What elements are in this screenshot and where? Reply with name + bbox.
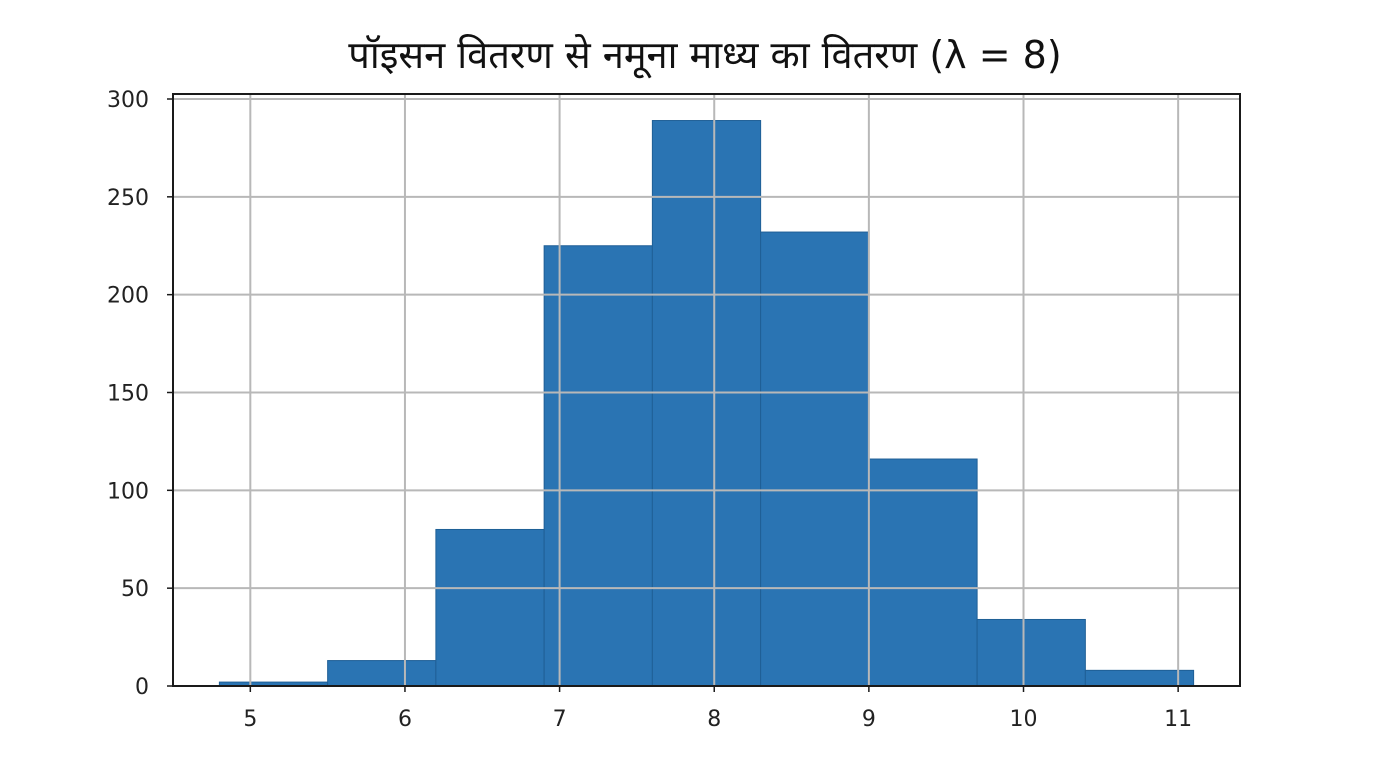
y-tick-label: 50: [121, 577, 149, 602]
histogram-bar-1: [327, 660, 437, 687]
histogram-bars: [218, 120, 1195, 687]
histogram-bar-4: [651, 120, 762, 687]
x-tick-label: 11: [1164, 707, 1192, 732]
histogram-bar-5: [760, 231, 870, 687]
y-tick-label: 250: [107, 186, 149, 211]
x-axis-ticks: 5 6 7 8 9 10 11: [243, 686, 1192, 732]
y-axis-ticks: 0 50 100 150 200 250 300: [107, 88, 173, 700]
x-tick-label: 8: [707, 707, 721, 732]
histogram-bar-6: [868, 458, 978, 687]
x-tick-label: 5: [243, 707, 257, 732]
x-tick-label: 10: [1010, 707, 1038, 732]
x-tick-label: 6: [398, 707, 412, 732]
histogram-bar-7: [976, 618, 1086, 687]
y-tick-label: 200: [107, 284, 149, 309]
plot-frame: [172, 93, 1241, 687]
y-tick-label: 0: [135, 675, 149, 700]
plot-axes: [172, 93, 1241, 687]
histogram-bar-2: [435, 528, 545, 687]
y-tick-label: 300: [107, 88, 149, 113]
x-tick-label: 9: [862, 707, 876, 732]
x-tick-label: 7: [553, 707, 567, 732]
y-tick-label: 100: [107, 479, 149, 504]
y-tick-label: 150: [107, 382, 149, 407]
chart-title: पॉइसन वितरण से नमूना माध्य का वितरण (λ =…: [348, 33, 1061, 79]
